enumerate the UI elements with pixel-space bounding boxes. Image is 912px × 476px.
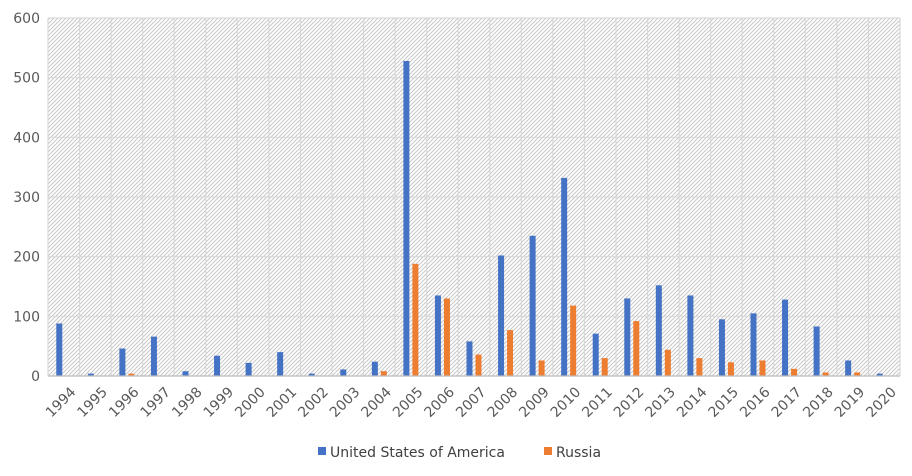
usa-bar-2001 — [277, 352, 284, 376]
x-tick-label: 1994 — [43, 384, 80, 421]
y-tick-label: 500 — [13, 71, 40, 87]
usa-bar-2017 — [782, 299, 789, 376]
russia-bar-2004 — [380, 371, 387, 376]
usa-bar-2003 — [340, 369, 347, 376]
russia-bar-2014 — [696, 358, 703, 376]
usa-bar-2018 — [813, 326, 820, 376]
russia-bar-2006 — [443, 298, 450, 376]
legend-label-usa: United States of America — [330, 445, 505, 461]
legend-swatch-usa — [318, 447, 326, 455]
usa-bar-2009 — [529, 235, 536, 376]
usa-bar-2000 — [245, 362, 252, 376]
x-tick-label: 2011 — [579, 384, 616, 421]
x-tick-label: 2008 — [485, 384, 522, 421]
x-tick-label: 2003 — [327, 384, 364, 421]
usa-bar-1995 — [87, 373, 94, 376]
usa-bar-2010 — [561, 177, 568, 376]
x-tick-label: 2020 — [863, 384, 900, 421]
legend-swatch-russia — [544, 447, 552, 455]
usa-bar-2006 — [434, 295, 441, 376]
usa-bar-1997 — [150, 336, 157, 376]
russia-bar-2018 — [822, 372, 829, 376]
x-tick-label: 1999 — [201, 384, 238, 421]
x-tick-label: 2001 — [264, 384, 301, 421]
russia-bar-1996 — [128, 373, 135, 376]
usa-bar-1999 — [214, 355, 221, 376]
usa-bar-1996 — [119, 348, 126, 376]
x-tick-label: 1998 — [169, 384, 206, 421]
usa-bar-2004 — [371, 361, 378, 376]
russia-bar-2012 — [633, 321, 640, 376]
y-tick-label: 0 — [31, 369, 40, 385]
russia-bar-2010 — [570, 305, 577, 376]
x-tick-label: 1995 — [74, 384, 111, 421]
russia-bar-2007 — [475, 354, 482, 376]
y-tick-label: 400 — [13, 130, 40, 146]
y-tick-label: 200 — [13, 250, 40, 266]
x-tick-label: 2013 — [642, 384, 679, 421]
usa-bar-2016 — [750, 313, 757, 376]
legend-label-russia: Russia — [556, 445, 601, 461]
usa-bar-2007 — [466, 341, 473, 376]
usa-bar-2002 — [308, 373, 315, 376]
y-tick-label: 300 — [13, 190, 40, 206]
x-tick-label: 2019 — [832, 384, 869, 421]
usa-bar-2020 — [876, 373, 883, 376]
x-tick-label: 2005 — [390, 384, 427, 421]
x-tick-label: 2006 — [422, 384, 459, 421]
x-tick-label: 2015 — [706, 384, 743, 421]
usa-bar-2015 — [718, 319, 725, 376]
usa-bar-1994 — [56, 323, 63, 376]
russia-bar-2017 — [791, 368, 798, 376]
x-tick-label: 2007 — [453, 384, 490, 421]
usa-bar-2014 — [687, 295, 694, 376]
russia-bar-2015 — [727, 362, 734, 376]
usa-bar-1998 — [182, 371, 189, 376]
x-tick-label: 2014 — [674, 384, 711, 421]
usa-bar-2012 — [624, 298, 631, 376]
x-tick-label: 1996 — [106, 384, 143, 421]
usa-bar-2008 — [498, 255, 505, 376]
y-tick-label: 100 — [13, 309, 40, 325]
russia-bar-2019 — [854, 372, 861, 376]
usa-bar-2011 — [592, 333, 599, 376]
y-tick-label: 600 — [13, 11, 40, 27]
x-tick-label: 2004 — [358, 384, 395, 421]
russia-bar-2011 — [601, 358, 608, 376]
x-tick-label: 2009 — [516, 384, 553, 421]
x-tick-label: 1997 — [138, 384, 175, 421]
x-tick-label: 2018 — [800, 384, 837, 421]
x-tick-label: 2010 — [548, 384, 585, 421]
x-tick-label: 2017 — [769, 384, 806, 421]
x-tick-label: 2016 — [737, 384, 774, 421]
x-tick-label: 2000 — [232, 384, 269, 421]
usa-bar-2019 — [845, 360, 852, 376]
russia-bar-2013 — [664, 349, 671, 376]
russia-bar-2009 — [538, 360, 545, 376]
russia-bar-2005 — [412, 263, 419, 376]
russia-bar-2016 — [759, 360, 766, 376]
x-tick-label: 2002 — [295, 384, 332, 421]
bars — [56, 60, 883, 377]
gridlines — [47, 17, 901, 377]
russia-bar-2008 — [507, 330, 514, 376]
usa-bar-2013 — [655, 285, 662, 376]
legend: United States of America Russia — [318, 445, 601, 461]
usa-bar-2005 — [403, 60, 410, 377]
x-tick-label: 2012 — [611, 384, 648, 421]
